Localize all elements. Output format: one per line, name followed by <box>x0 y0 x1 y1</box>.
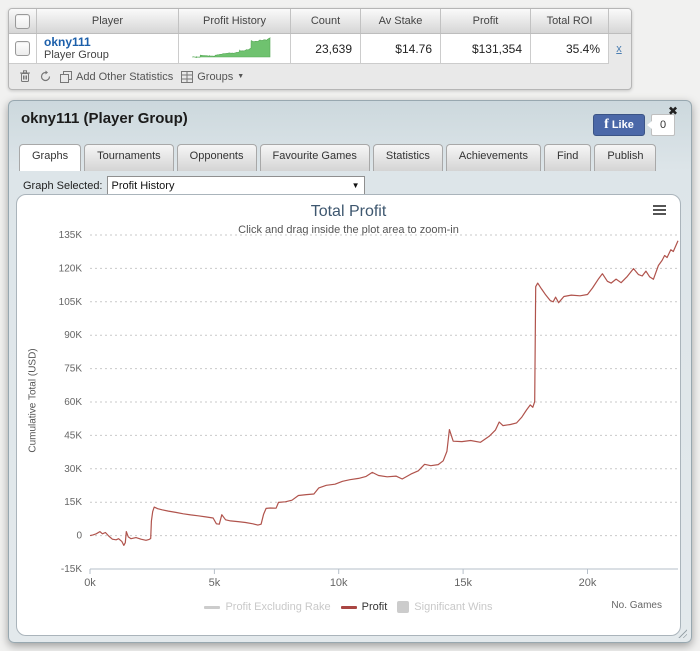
groups-button[interactable]: Groups ▼ <box>181 70 245 83</box>
col-header-count[interactable]: Count <box>291 9 361 33</box>
refresh-button[interactable] <box>39 70 52 83</box>
legend-dash-icon <box>340 605 357 609</box>
add-other-statistics-label: Add Other Statistics <box>76 70 174 83</box>
graph-selected-value: Profit History <box>111 179 175 192</box>
dropdown-arrow-icon: ▼ <box>351 181 360 190</box>
chart-legend: Profit Excluding Rake Profit Significant… <box>17 601 680 613</box>
y-tick-label: 75K <box>64 364 82 375</box>
player-panel: okny111 (Player Group) f Like 0 ✖ Graphs… <box>8 100 692 643</box>
select-all-checkbox[interactable] <box>15 13 30 29</box>
panel-tabs: Graphs Tournaments Opponents Favourite G… <box>19 144 657 171</box>
like-label: Like <box>611 119 634 131</box>
tab-favourite-games[interactable]: Favourite Games <box>259 144 370 171</box>
chart-container: Total Profit Click and drag inside the p… <box>16 194 681 636</box>
remove-row-cell: x <box>609 34 629 64</box>
x-tick-label: 10k <box>330 577 348 589</box>
y-tick-label: 105K <box>59 297 83 308</box>
x-axis-title: No. Games <box>611 600 662 611</box>
delete-button[interactable] <box>19 70 31 83</box>
profit-history-cell <box>179 34 291 64</box>
tab-opponents[interactable]: Opponents <box>176 144 257 171</box>
groups-dropdown-arrow-icon: ▼ <box>237 73 245 80</box>
close-panel-button[interactable]: ✖ <box>667 104 678 118</box>
profit-history-sparkline <box>191 36 270 58</box>
player-type-label: Player Group <box>44 48 109 61</box>
legend-label: Profit <box>361 601 388 613</box>
add-other-statistics-button[interactable]: Add Other Statistics <box>60 70 174 83</box>
chart-menu-button[interactable] <box>653 205 666 217</box>
tab-publish[interactable]: Publish <box>594 144 657 171</box>
y-tick-label: 135K <box>59 230 83 241</box>
col-header-profit-history[interactable]: Profit History <box>179 9 291 33</box>
results-table: Player Profit History Count Av Stake Pro… <box>8 8 632 90</box>
player-cell: okny111 Player Group <box>37 34 179 64</box>
legend-item-profit[interactable]: Profit <box>340 601 388 613</box>
remove-row-link[interactable]: x <box>616 43 622 55</box>
legend-label: Significant Wins <box>414 601 493 613</box>
legend-label: Profit Excluding Rake <box>225 601 331 613</box>
sparkline-area <box>191 36 270 58</box>
facebook-logo-icon: f <box>604 117 609 132</box>
like-count: 0 <box>659 119 667 131</box>
profit-line-series <box>89 240 679 546</box>
tab-tournaments[interactable]: Tournaments <box>84 144 174 171</box>
y-tick-label: 45K <box>64 430 82 441</box>
row-checkbox[interactable] <box>15 41 30 56</box>
y-axis-title: Cumulative Total (USD) <box>27 348 39 453</box>
tab-find[interactable]: Find <box>543 144 592 171</box>
bubble-notch <box>647 121 652 129</box>
results-table-header: Player Profit History Count Av Stake Pro… <box>9 9 631 34</box>
table-toolbar: Add Other Statistics Groups ▼ <box>9 64 631 89</box>
y-tick-label: 15K <box>64 497 82 508</box>
y-tick-label: 30K <box>64 464 82 475</box>
trash-icon <box>20 70 30 82</box>
col-header-profit[interactable]: Profit <box>441 9 531 33</box>
col-header-av-stake[interactable]: Av Stake <box>361 9 441 33</box>
x-tick-label: 15k <box>454 577 472 589</box>
legend-item-profit-excluding-rake[interactable]: Profit Excluding Rake <box>204 601 331 613</box>
y-tick-label: -15K <box>61 564 82 575</box>
legend-dash-icon <box>204 605 221 609</box>
total-roi-value: 35.4% <box>531 34 609 64</box>
tab-statistics[interactable]: Statistics <box>372 144 443 171</box>
graph-selected-dropdown[interactable]: Profit History ▼ <box>106 176 365 195</box>
chart-subtitle: Click and drag inside the plot area to z… <box>238 224 459 236</box>
x-tick-label: 20k <box>579 577 597 589</box>
legend-box-icon <box>397 601 410 613</box>
av-stake-value: $14.76 <box>361 34 441 64</box>
tab-achievements[interactable]: Achievements <box>445 144 541 171</box>
col-header-player[interactable]: Player <box>37 9 179 33</box>
panel-resize-grip[interactable] <box>677 628 687 638</box>
panel-title: okny111 (Player Group) <box>21 110 188 127</box>
groups-label: Groups <box>197 70 234 83</box>
facebook-like-button[interactable]: f Like <box>593 114 645 136</box>
y-tick-label: 60K <box>64 397 82 408</box>
col-header-total-roi[interactable]: Total ROI <box>531 9 609 33</box>
player-link[interactable]: okny111 <box>44 34 91 49</box>
select-all-cell <box>9 9 37 33</box>
chart-title: Total Profit <box>310 203 387 220</box>
y-tick-label: 0 <box>76 531 82 542</box>
copy-window-icon <box>60 70 72 83</box>
groups-grid-icon <box>181 70 194 83</box>
row-select-cell <box>9 34 37 64</box>
y-tick-label: 90K <box>64 330 82 341</box>
tab-graphs[interactable]: Graphs <box>19 144 82 171</box>
refresh-icon <box>40 70 51 82</box>
graph-selected-label: Graph Selected: <box>23 179 103 192</box>
count-value: 23,639 <box>291 34 361 64</box>
legend-item-significant-wins[interactable]: Significant Wins <box>397 601 493 613</box>
graph-select-row: Graph Selected: Profit History ▼ <box>23 176 365 195</box>
x-tick-label: 0k <box>84 577 96 589</box>
like-count-bubble: 0 <box>647 114 675 136</box>
x-tick-label: 5k <box>209 577 221 589</box>
y-tick-label: 120K <box>59 263 83 274</box>
col-header-remove <box>609 9 629 33</box>
profit-value: $131,354 <box>441 34 531 64</box>
table-row: okny111 Player Group 23,639 $14.76 $131,… <box>9 34 631 64</box>
